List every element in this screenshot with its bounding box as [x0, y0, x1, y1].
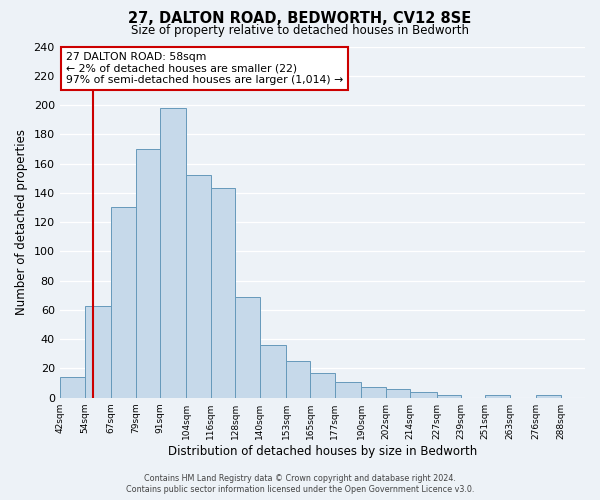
Bar	[85, 306, 111, 398]
Bar	[361, 388, 386, 398]
X-axis label: Distribution of detached houses by size in Bedworth: Distribution of detached houses by size …	[168, 444, 478, 458]
Bar	[335, 382, 361, 398]
Bar	[136, 149, 160, 398]
Bar	[536, 395, 560, 398]
Text: Size of property relative to detached houses in Bedworth: Size of property relative to detached ho…	[131, 24, 469, 37]
Bar	[410, 392, 437, 398]
Text: 27 DALTON ROAD: 58sqm
← 2% of detached houses are smaller (22)
97% of semi-detac: 27 DALTON ROAD: 58sqm ← 2% of detached h…	[65, 52, 343, 85]
Bar	[211, 188, 235, 398]
Bar	[160, 108, 187, 398]
Y-axis label: Number of detached properties: Number of detached properties	[15, 129, 28, 315]
Bar	[235, 296, 260, 398]
Bar	[485, 395, 510, 398]
Bar	[437, 395, 461, 398]
Bar	[286, 361, 310, 398]
Bar	[111, 208, 136, 398]
Bar	[310, 373, 335, 398]
Text: 27, DALTON ROAD, BEDWORTH, CV12 8SE: 27, DALTON ROAD, BEDWORTH, CV12 8SE	[128, 11, 472, 26]
Text: Contains HM Land Registry data © Crown copyright and database right 2024.
Contai: Contains HM Land Registry data © Crown c…	[126, 474, 474, 494]
Bar	[260, 345, 286, 398]
Bar	[61, 377, 85, 398]
Bar	[187, 176, 211, 398]
Bar	[386, 389, 410, 398]
